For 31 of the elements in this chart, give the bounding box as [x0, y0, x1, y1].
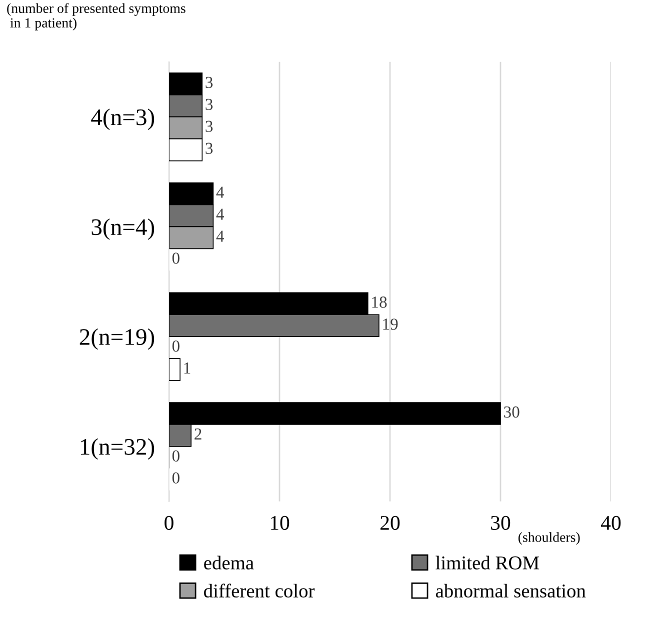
- legend-label: abnormal sensation: [436, 584, 586, 598]
- y-axis-title: (number of presented symptoms in 1 patient): [7, 3, 186, 30]
- data-label: 3: [206, 76, 213, 88]
- x-tick-label: 0: [164, 516, 174, 530]
- data-label: 30: [504, 406, 520, 418]
- y-tick-label: 2(n=19): [80, 328, 154, 350]
- data-label: 3: [206, 98, 213, 110]
- x-tick-label: 40: [600, 516, 621, 530]
- data-label: 0: [172, 340, 180, 352]
- data-label: 4: [216, 186, 224, 198]
- data-label: 3: [206, 120, 213, 132]
- data-label: 18: [372, 296, 387, 308]
- y-tick-label: 1(n=32): [80, 438, 154, 460]
- data-label: 4: [216, 208, 224, 220]
- x-tick-label: 10: [270, 516, 290, 530]
- legend-label: different color: [204, 584, 315, 598]
- y-tick-label: 3(n=4): [92, 218, 154, 240]
- data-label: 0: [172, 450, 180, 462]
- data-label: 4: [216, 230, 224, 242]
- x-axis-title: (shoulders): [518, 532, 580, 545]
- y-tick-label: 4(n=3): [91, 108, 154, 130]
- data-label: 3: [206, 142, 213, 154]
- legend-label: edema: [204, 556, 254, 570]
- data-label: 19: [383, 318, 398, 330]
- data-label: 0: [172, 252, 180, 264]
- data-label: 1: [184, 362, 190, 374]
- data-label: 0: [172, 472, 180, 484]
- x-tick-label: 30: [491, 516, 510, 530]
- x-tick-label: 20: [380, 516, 400, 530]
- data-label: 2: [194, 428, 202, 440]
- legend-label: limited ROM: [436, 556, 539, 570]
